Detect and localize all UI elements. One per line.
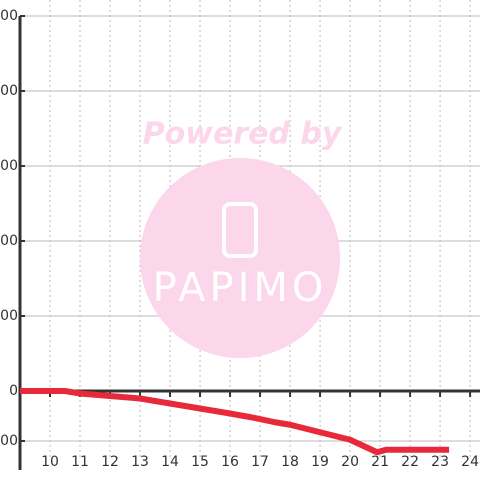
x-tick-label: 12 — [101, 454, 119, 470]
y-tick-label: 0 — [9, 383, 18, 399]
y-tick-label: 60,000 — [0, 233, 18, 249]
y-tick-label: 90,000 — [0, 158, 18, 174]
x-tick-label: 13 — [131, 454, 149, 470]
x-tick-label: 18 — [281, 454, 299, 470]
x-tick-label: 23 — [431, 454, 449, 470]
x-tick-label: 17 — [251, 454, 269, 470]
x-tick-label: 19 — [311, 454, 329, 470]
x-tick-label: 14 — [161, 454, 179, 470]
watermark-icon — [222, 202, 258, 258]
x-tick-label: 11 — [71, 454, 89, 470]
y-tick-label: 120,000 — [0, 83, 18, 99]
x-tick-label: 24 — [461, 454, 479, 470]
x-tick-label: 20 — [341, 454, 359, 470]
y-tick-label: -20,000 — [0, 433, 18, 449]
x-tick-label: 22 — [401, 454, 419, 470]
data-line — [20, 388, 450, 456]
watermark-logo: PAPIMO — [153, 265, 328, 311]
watermark-title: Powered by — [143, 117, 343, 152]
x-tick-label: 21 — [371, 454, 389, 470]
x-tick-label: 16 — [221, 454, 239, 470]
y-tick-label: 30,000 — [0, 308, 18, 324]
x-tick-label: 10 — [41, 454, 59, 470]
y-tick-label: 150,000 — [0, 8, 18, 24]
x-tick-label: 15 — [191, 454, 209, 470]
